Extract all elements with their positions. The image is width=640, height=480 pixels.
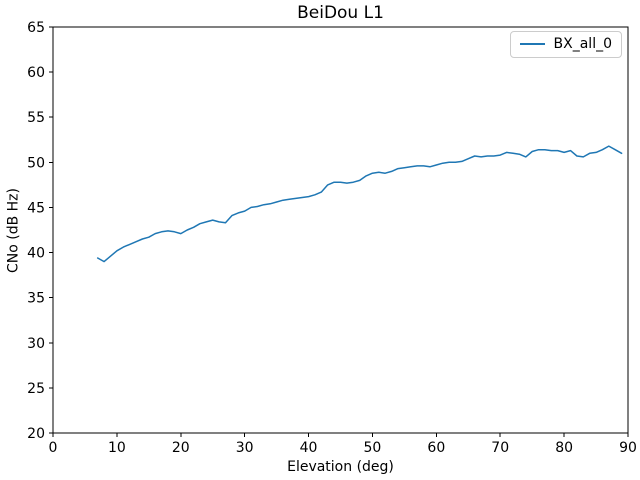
x-tick-label: 90 (619, 440, 637, 456)
legend-line-sample (519, 43, 545, 45)
legend: BX_all_0 (509, 31, 622, 58)
y-tick-label: 35 (27, 291, 45, 307)
y-tick-label: 25 (27, 381, 45, 397)
plot-spines (52, 26, 629, 434)
x-tick-label: 40 (300, 440, 318, 456)
y-tick-label: 50 (27, 155, 45, 171)
x-tick-label: 30 (236, 440, 254, 456)
y-tick-label: 45 (27, 200, 45, 216)
legend-entry-label: BX_all_0 (553, 36, 612, 52)
y-tick-label: 40 (27, 246, 45, 262)
x-axis-label: Elevation (deg) (287, 459, 394, 475)
chart-title: BeiDou L1 (297, 3, 384, 23)
y-tick-label: 20 (27, 426, 45, 442)
y-tick-label: 55 (27, 110, 45, 126)
x-tick-label: 60 (427, 440, 445, 456)
y-tick-label: 30 (27, 336, 45, 352)
x-tick-label: 50 (364, 440, 382, 456)
x-tick-label: 0 (49, 440, 58, 456)
x-tick-label: 10 (108, 440, 126, 456)
y-axis-label: CNo (dB Hz) (5, 188, 22, 274)
y-tick-label: 65 (27, 20, 45, 36)
x-tick-label: 20 (172, 440, 190, 456)
x-tick-label: 70 (491, 440, 509, 456)
y-tick-label: 60 (27, 65, 45, 81)
x-tick-label: 80 (555, 440, 573, 456)
series-line-BX_all_0 (96, 145, 623, 263)
